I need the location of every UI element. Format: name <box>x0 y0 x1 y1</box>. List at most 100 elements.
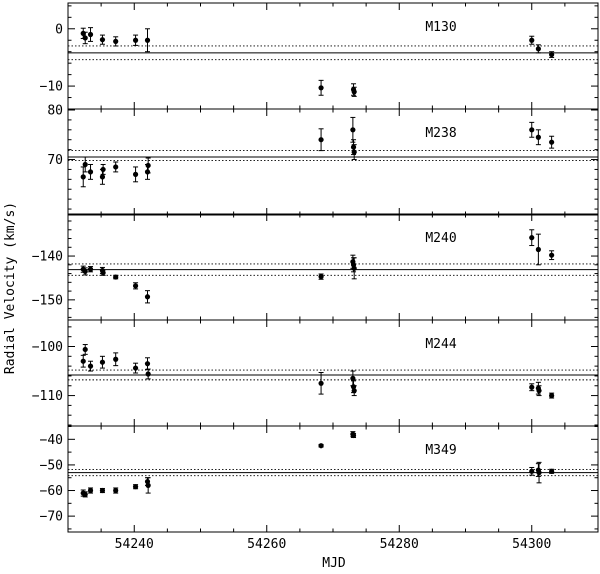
point-marker <box>144 478 151 485</box>
point-marker <box>113 164 119 170</box>
point-marker <box>80 358 86 364</box>
y-tick-label: −10 <box>40 80 63 95</box>
point-marker <box>549 51 555 58</box>
x-axis: 54240 54260 54280 54300 <box>115 537 552 552</box>
panel-frame <box>67 213 599 321</box>
point-marker <box>144 169 151 175</box>
data-point <box>350 432 357 439</box>
data-point <box>87 163 94 180</box>
data-point <box>145 477 151 494</box>
panel-m130: 0 −10 M130 <box>40 2 599 110</box>
point-marker <box>318 380 324 386</box>
y-tick-label: −40 <box>40 433 63 448</box>
data-point <box>549 250 555 261</box>
point-marker <box>535 134 541 140</box>
point-marker <box>549 468 555 474</box>
data-point <box>535 233 541 266</box>
panel-label: M130 <box>425 20 456 35</box>
point-marker <box>529 235 535 241</box>
data-point <box>318 372 324 395</box>
point-marker <box>350 144 357 150</box>
data-point <box>113 36 119 47</box>
point-marker <box>536 388 542 394</box>
data-point <box>145 368 151 380</box>
data-point <box>87 266 94 273</box>
data-point <box>535 129 541 146</box>
y-tick-label: −60 <box>40 484 63 499</box>
y-tick-label: −50 <box>40 458 63 473</box>
x-tick-label: 54260 <box>247 537 286 552</box>
point-marker <box>99 487 106 494</box>
panel-frame <box>67 2 599 110</box>
data-point <box>536 461 542 484</box>
point-marker <box>535 46 541 52</box>
data-point <box>132 484 139 490</box>
data-point <box>82 31 88 45</box>
point-marker <box>99 359 106 365</box>
point-marker <box>145 371 151 377</box>
x-tick-label: 54280 <box>380 537 419 552</box>
panel-label: M240 <box>425 231 456 246</box>
x-tick-label: 54300 <box>512 537 551 552</box>
data-point <box>132 362 139 374</box>
data-point <box>100 163 106 175</box>
panel-label: M244 <box>425 337 456 352</box>
point-marker <box>99 37 106 43</box>
panels-group: 0 −10 M130 80 70 M238 −140 −150 M240 −100 −110 M244… <box>32 2 599 533</box>
point-marker <box>529 127 535 133</box>
data-point <box>549 135 555 149</box>
point-marker <box>132 365 139 371</box>
y-tick-label: 80 <box>47 103 63 118</box>
data-point <box>132 166 139 183</box>
point-marker <box>351 388 357 394</box>
y-tick-label: −100 <box>32 340 63 355</box>
point-marker <box>82 346 88 353</box>
data-point <box>529 466 535 476</box>
data-point <box>113 161 119 173</box>
point-marker <box>144 294 151 300</box>
y-tick-label: −70 <box>40 510 63 525</box>
data-point <box>318 79 324 96</box>
point-marker <box>132 171 139 177</box>
data-point <box>549 392 555 399</box>
y-tick-label: 70 <box>47 153 63 168</box>
point-marker <box>350 127 356 133</box>
point-marker <box>87 487 94 494</box>
data-point <box>351 144 357 161</box>
data-point <box>144 290 151 304</box>
point-marker <box>318 85 324 91</box>
x-tick-label: 54240 <box>115 537 154 552</box>
data-point <box>350 370 356 387</box>
data-point <box>318 443 324 449</box>
data-point <box>113 274 119 280</box>
point-marker <box>536 469 542 476</box>
point-marker <box>145 162 151 169</box>
point-marker <box>82 161 88 168</box>
data-point <box>549 51 555 58</box>
point-marker <box>529 468 535 474</box>
point-marker <box>113 487 119 494</box>
data-point <box>529 121 535 138</box>
y-tick-label: −110 <box>32 389 63 404</box>
point-marker <box>80 174 86 180</box>
y-tick-label: −140 <box>32 250 63 265</box>
data-point <box>144 28 151 53</box>
panel-m349: −40 −50 −60 −70 M349 <box>40 425 599 533</box>
data-point <box>82 267 88 276</box>
point-marker <box>529 384 535 390</box>
data-point <box>144 357 151 371</box>
point-marker <box>535 246 541 253</box>
data-point <box>113 487 119 494</box>
point-marker <box>99 174 106 180</box>
point-marker <box>132 37 139 43</box>
data-point <box>87 360 94 372</box>
data-point <box>318 128 324 152</box>
data-point <box>82 156 88 173</box>
point-marker <box>87 363 94 369</box>
point-marker <box>144 37 151 43</box>
panel-m244: −100 −110 M244 <box>32 319 599 427</box>
point-marker <box>82 491 88 497</box>
point-marker <box>145 482 151 489</box>
data-point <box>132 282 139 290</box>
